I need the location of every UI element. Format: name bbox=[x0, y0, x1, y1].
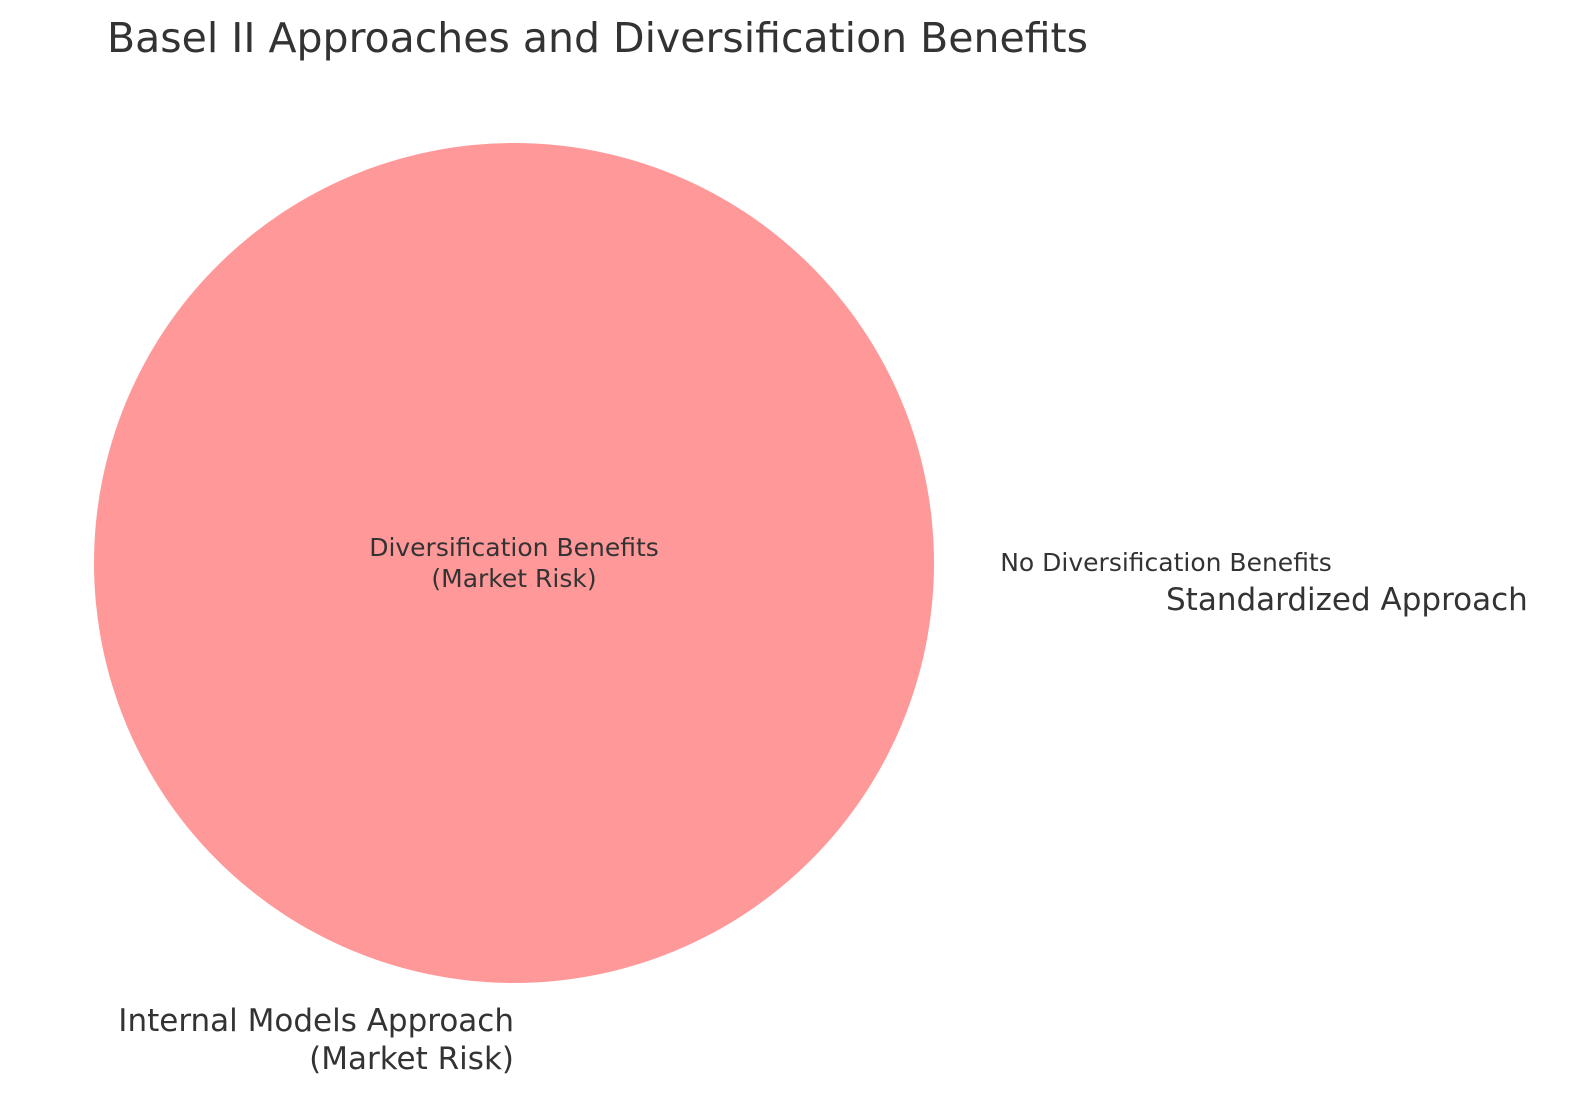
region-label-line-2: (Market Risk) bbox=[431, 564, 597, 593]
standardized-set-label: Standardized Approach bbox=[1166, 581, 1528, 619]
diagram-title: Basel II Approaches and Diversification … bbox=[107, 14, 1088, 62]
region-label-line-1: Diversification Benefits bbox=[369, 533, 659, 562]
set-label-line-1: Internal Models Approach bbox=[118, 1003, 514, 1039]
internal-models-region-label: Diversification Benefits (Market Risk) bbox=[344, 532, 684, 594]
set-label-line-2: (Market Risk) bbox=[309, 1041, 514, 1077]
internal-models-set-label: Internal Models Approach (Market Risk) bbox=[94, 1002, 514, 1078]
standardized-region-label: No Diversification Benefits bbox=[966, 547, 1366, 578]
set-label-line-1: Standardized Approach bbox=[1166, 582, 1528, 618]
internal-models-circle bbox=[94, 143, 934, 983]
region-label-line-1: No Diversification Benefits bbox=[1000, 548, 1332, 577]
